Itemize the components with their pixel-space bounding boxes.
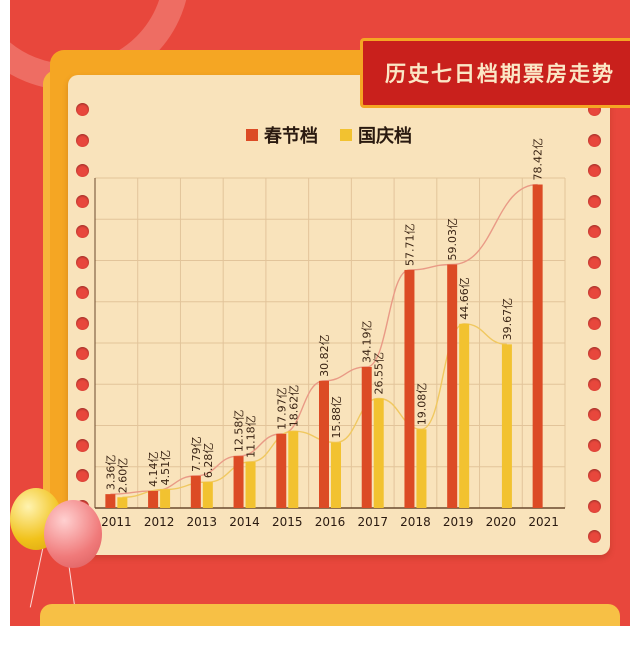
x-tick-label: 2018 [400, 515, 431, 529]
poster-background: 历史七日档期票房走势 春节档 国庆档 3.36亿 4.14亿 7.79亿 12.58亿… [10, 0, 630, 626]
binder-hole [588, 255, 601, 269]
data-label-spring: 12.58亿 [233, 410, 246, 453]
data-label-national: 4.51亿 [159, 450, 172, 486]
data-label-spring: 34.19亿 [361, 320, 374, 363]
binder-hole [76, 286, 89, 299]
x-tick-label: 2020 [486, 515, 517, 529]
trend-line-spring [110, 183, 538, 495]
data-label-national: 15.88亿 [330, 396, 343, 439]
binder-hole [76, 347, 89, 360]
data-label-spring: 3.36亿 [104, 455, 117, 491]
data-label-national: 19.08亿 [415, 383, 428, 426]
bar-national [288, 431, 299, 508]
binder-hole [76, 438, 89, 452]
bar-spring [190, 475, 201, 508]
binder-hole [76, 377, 89, 391]
binder-hole [76, 133, 89, 147]
bar-spring [404, 269, 415, 508]
data-label-spring: 17.97亿 [275, 387, 288, 430]
binder-hole [588, 377, 601, 391]
x-tick-label: 2014 [229, 515, 260, 529]
x-tick-label: 2016 [315, 515, 346, 529]
legend-label-national: 国庆档 [358, 126, 412, 147]
bottom-panel [40, 604, 620, 626]
binder-hole [76, 194, 89, 208]
bar-spring [148, 490, 159, 508]
legend-swatch-spring [246, 129, 258, 141]
binder-hole [588, 469, 601, 482]
bar-national [117, 497, 128, 508]
bar-spring [319, 380, 329, 508]
data-label-national: 39.67亿 [501, 298, 514, 340]
bar-national [202, 482, 213, 508]
binder-hole [588, 225, 601, 238]
binder-hole [76, 164, 89, 177]
bar-spring [361, 366, 372, 508]
bar-national [331, 442, 341, 508]
x-tick-label: 2015 [272, 515, 303, 529]
bar-spring [233, 456, 244, 508]
x-tick-label: 2021 [528, 515, 559, 529]
chart-title: 历史七日档期票房走势 [360, 38, 630, 108]
data-label-spring: 30.82亿 [318, 334, 331, 377]
binder-hole [76, 408, 89, 421]
legend-swatch-national [340, 129, 352, 141]
bar-spring [105, 494, 116, 508]
binder-hole [76, 255, 89, 269]
bar-national [416, 429, 427, 508]
binder-hole [76, 103, 89, 116]
data-label-spring: 57.71亿 [403, 223, 416, 266]
bar-spring [276, 433, 287, 508]
bar-spring [447, 264, 458, 508]
bar-national [160, 489, 171, 508]
x-tick-label: 2011 [101, 515, 132, 529]
binder-hole [588, 347, 601, 360]
binder-hole [588, 438, 601, 452]
legend-label-spring: 春节档 [264, 126, 318, 147]
data-label-spring: 7.79亿 [190, 436, 203, 472]
data-label-national: 11.18亿 [245, 415, 258, 458]
binder-hole [588, 530, 601, 543]
binder-hole [588, 316, 601, 330]
chart-svg: 3.36亿 4.14亿 7.79亿 12.58亿 17.97亿 30.82亿 34.19亿 5… [94, 138, 566, 529]
binder-hole [76, 469, 89, 482]
bar-national [501, 344, 512, 508]
binder-hole [76, 316, 89, 330]
bar-national [245, 461, 256, 508]
binder-hole [76, 225, 89, 238]
legend-item-spring: 春节档 [246, 122, 318, 148]
data-label-spring: 78.42亿 [532, 138, 545, 181]
binder-hole [588, 499, 601, 513]
data-label-national: 44.66亿 [458, 277, 471, 320]
x-tick-label: 2019 [443, 515, 474, 529]
binder-hole [588, 133, 601, 147]
legend: 春节档 国庆档 [246, 120, 412, 150]
binder-hole [588, 286, 601, 299]
x-tick-label: 2012 [144, 515, 175, 529]
binder-hole [588, 194, 601, 208]
balloon-pink [44, 500, 102, 568]
bar-national [373, 398, 384, 508]
data-label-spring: 59.03亿 [446, 218, 459, 261]
x-tick-label: 2017 [357, 515, 388, 529]
binder-hole [588, 164, 601, 177]
legend-item-national: 国庆档 [340, 122, 412, 148]
data-label-national: 2.60亿 [116, 458, 129, 494]
bar-spring [532, 184, 543, 508]
data-label-national: 6.28亿 [202, 443, 215, 479]
bar-national [459, 323, 470, 508]
data-label-national: 26.55亿 [373, 352, 386, 395]
data-label-national: 18.62亿 [287, 385, 300, 428]
data-label-spring: 4.14亿 [147, 451, 160, 487]
x-tick-label: 2013 [187, 515, 218, 529]
binder-hole [588, 408, 601, 421]
